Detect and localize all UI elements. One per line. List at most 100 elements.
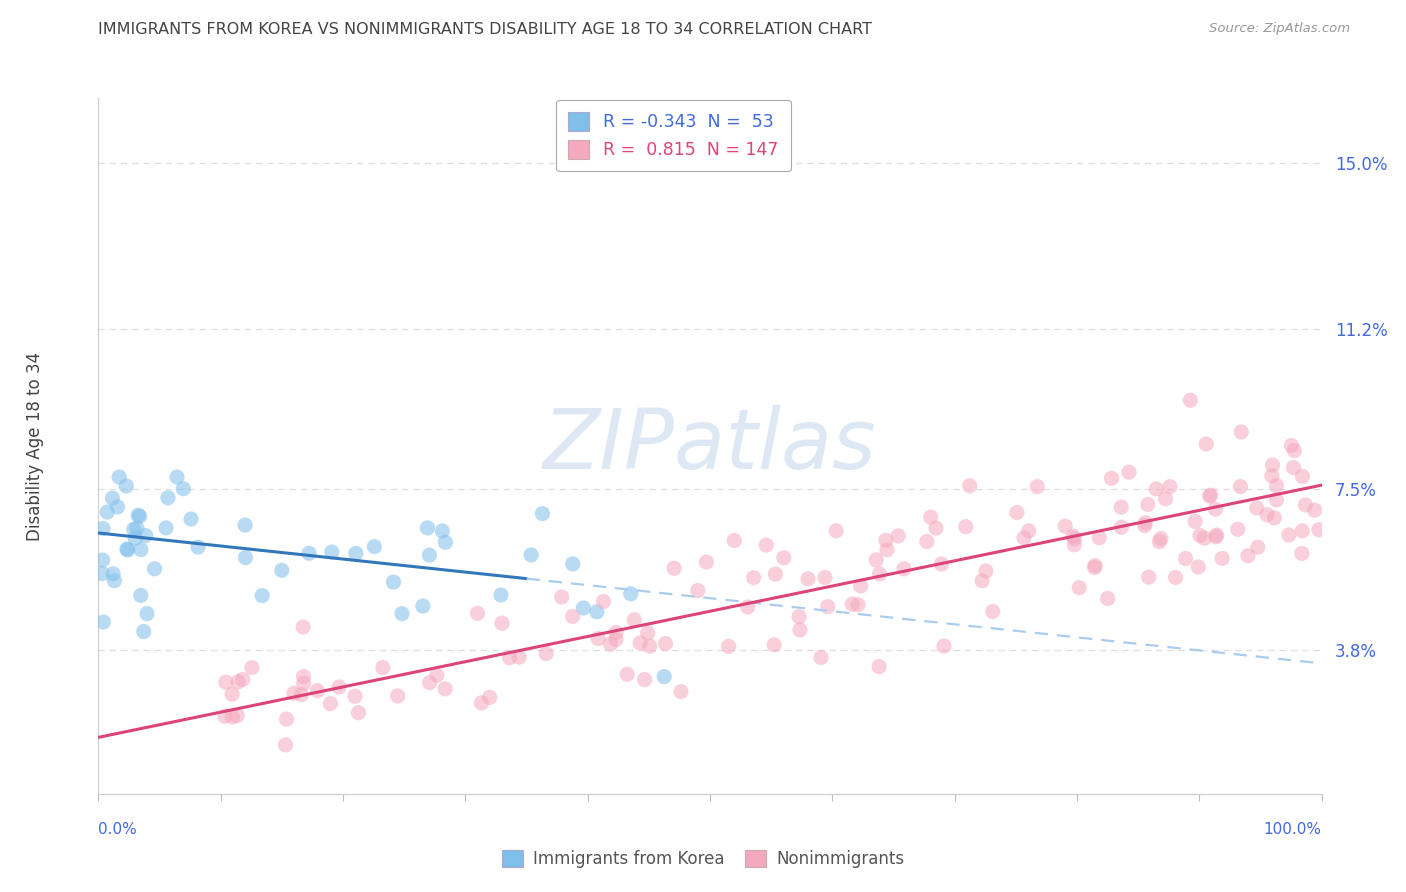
Point bbox=[772, 550, 794, 565]
Point bbox=[432, 524, 454, 538]
Point bbox=[959, 479, 981, 493]
Point bbox=[307, 683, 329, 698]
Point bbox=[970, 574, 993, 588]
Point bbox=[981, 605, 1004, 619]
Point bbox=[418, 548, 440, 562]
Point bbox=[814, 570, 837, 584]
Point bbox=[347, 706, 370, 720]
Point bbox=[371, 660, 394, 674]
Point bbox=[91, 615, 114, 629]
Point bbox=[865, 553, 887, 567]
Point bbox=[686, 583, 709, 598]
Point bbox=[434, 535, 457, 549]
Point bbox=[363, 540, 385, 554]
Point bbox=[817, 599, 839, 614]
Point bbox=[419, 675, 441, 690]
Point bbox=[605, 632, 627, 647]
Point bbox=[605, 625, 627, 640]
Point bbox=[550, 590, 572, 604]
Point bbox=[292, 620, 315, 634]
Point bbox=[508, 650, 530, 665]
Point bbox=[156, 491, 179, 505]
Point bbox=[1281, 438, 1303, 452]
Point bbox=[91, 566, 114, 581]
Point bbox=[187, 540, 209, 554]
Point bbox=[932, 639, 955, 653]
Point bbox=[887, 529, 910, 543]
Point bbox=[136, 607, 159, 621]
Point bbox=[1230, 425, 1253, 439]
Point bbox=[755, 538, 778, 552]
Point bbox=[290, 688, 312, 702]
Point bbox=[1174, 551, 1197, 566]
Point bbox=[931, 557, 953, 571]
Text: Disability Age 18 to 34: Disability Age 18 to 34 bbox=[27, 351, 44, 541]
Point bbox=[135, 528, 157, 542]
Point bbox=[1198, 489, 1220, 503]
Point bbox=[1135, 516, 1157, 530]
Point bbox=[1088, 531, 1111, 545]
Point bbox=[91, 522, 114, 536]
Point bbox=[412, 599, 434, 613]
Point bbox=[1294, 498, 1316, 512]
Legend: R = -0.343  N =  53, R =  0.815  N = 147: R = -0.343 N = 53, R = 0.815 N = 147 bbox=[557, 100, 790, 171]
Point bbox=[1205, 530, 1227, 544]
Point bbox=[1054, 519, 1077, 533]
Point bbox=[662, 561, 685, 575]
Point bbox=[240, 660, 263, 674]
Point bbox=[1256, 508, 1278, 522]
Point bbox=[298, 546, 321, 560]
Point bbox=[1063, 532, 1085, 546]
Point bbox=[869, 566, 891, 581]
Point bbox=[1263, 511, 1285, 525]
Point bbox=[1005, 506, 1028, 520]
Point bbox=[292, 676, 315, 690]
Point bbox=[155, 521, 177, 535]
Point bbox=[470, 696, 492, 710]
Point bbox=[1012, 531, 1035, 545]
Point bbox=[107, 500, 129, 514]
Point bbox=[1184, 515, 1206, 529]
Point bbox=[127, 508, 149, 523]
Point bbox=[1205, 528, 1227, 542]
Point bbox=[1101, 471, 1123, 485]
Point bbox=[1261, 468, 1284, 483]
Point bbox=[868, 659, 890, 673]
Point bbox=[787, 609, 810, 624]
Point bbox=[180, 512, 202, 526]
Point bbox=[955, 519, 977, 533]
Point bbox=[124, 532, 146, 546]
Point bbox=[875, 533, 897, 548]
Point bbox=[1154, 491, 1177, 506]
Point bbox=[849, 579, 872, 593]
Point bbox=[1159, 480, 1181, 494]
Point bbox=[125, 521, 148, 535]
Point bbox=[585, 605, 607, 619]
Point bbox=[846, 598, 869, 612]
Point bbox=[467, 607, 489, 621]
Point bbox=[382, 575, 405, 590]
Point bbox=[1195, 437, 1218, 451]
Point bbox=[434, 681, 457, 696]
Point bbox=[274, 738, 297, 752]
Point bbox=[101, 491, 124, 506]
Point bbox=[1180, 393, 1202, 408]
Point bbox=[226, 674, 249, 689]
Point bbox=[129, 542, 152, 557]
Text: 0.0%: 0.0% bbox=[98, 822, 138, 837]
Point bbox=[841, 597, 863, 611]
Point bbox=[1109, 500, 1132, 515]
Point bbox=[391, 607, 413, 621]
Point bbox=[920, 510, 942, 524]
Point bbox=[1018, 524, 1040, 538]
Point bbox=[723, 533, 745, 548]
Point bbox=[108, 470, 131, 484]
Point bbox=[101, 566, 124, 581]
Point bbox=[1137, 570, 1160, 584]
Point bbox=[1291, 469, 1313, 483]
Point bbox=[1084, 558, 1107, 573]
Point bbox=[1229, 480, 1251, 494]
Point bbox=[416, 521, 439, 535]
Point bbox=[810, 650, 832, 665]
Point bbox=[1026, 480, 1049, 494]
